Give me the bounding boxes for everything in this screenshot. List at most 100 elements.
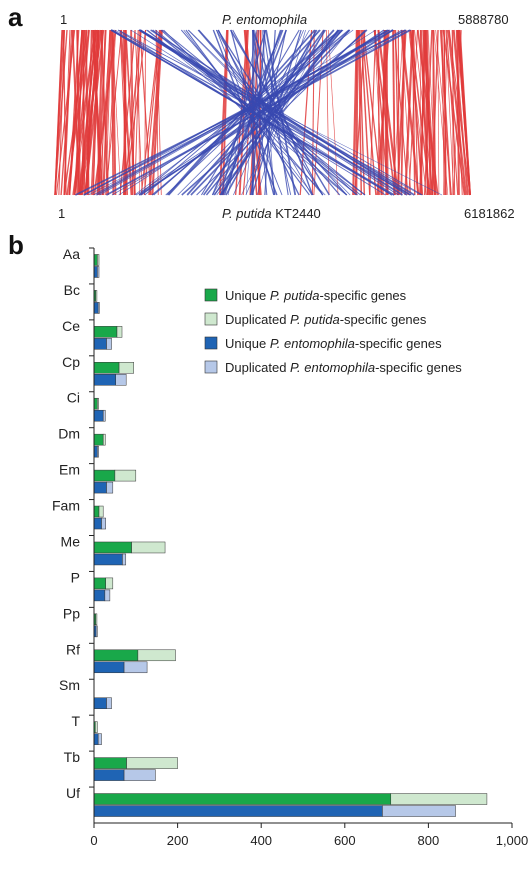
synteny-link-forward	[456, 29, 460, 196]
bar-duplicated-entomophila	[106, 338, 112, 350]
synteny-plot	[54, 29, 471, 196]
bar-unique-putida	[93, 254, 98, 266]
synteny-link-forward	[76, 29, 78, 196]
synteny-link-forward	[106, 29, 117, 196]
synteny-link-forward	[102, 29, 112, 196]
bar-unique-entomophila	[93, 697, 107, 709]
bottom-genome-start: 1	[58, 206, 66, 221]
synteny-link-forward	[443, 29, 447, 196]
bar-duplicated-entomophila	[97, 733, 102, 745]
synteny-link-forward	[459, 29, 471, 196]
synteny-link-inverted	[225, 29, 318, 196]
bar-unique-putida	[93, 757, 127, 769]
bar-duplicated-putida	[116, 326, 123, 338]
bar-duplicated-putida	[390, 793, 488, 805]
bar-duplicated-putida	[102, 433, 106, 446]
legend-entry: Duplicated P. putida-specific genes	[225, 312, 427, 327]
synteny-link-forward	[400, 29, 412, 196]
category-label: Cp	[62, 354, 80, 370]
bar-duplicated-entomophila	[115, 374, 127, 386]
synteny-link-forward	[138, 29, 140, 196]
bar-unique-putida	[93, 649, 139, 662]
bottom-genome-species: P. putida	[222, 206, 272, 221]
synteny-link-forward	[151, 29, 163, 196]
synteny-link-forward	[361, 29, 377, 196]
bar-duplicated-entomophila	[97, 266, 100, 278]
bar-duplicated-entomophila	[95, 625, 98, 638]
synteny-link-inverted	[138, 29, 394, 196]
top-genome-start: 1	[60, 12, 68, 27]
synteny-link-forward	[393, 29, 409, 196]
synteny-link-inverted	[188, 29, 357, 196]
synteny-link-inverted	[216, 29, 313, 196]
synteny-link-forward	[91, 29, 104, 196]
synteny-link-inverted	[96, 29, 389, 196]
synteny-link-forward	[380, 29, 386, 196]
bar-duplicated-entomophila	[106, 697, 112, 709]
category-label: Em	[59, 462, 80, 478]
bar-unique-putida	[93, 577, 106, 590]
category-label: Dm	[58, 426, 80, 442]
synteny-link-forward	[122, 29, 127, 196]
bar-duplicated-entomophila	[101, 517, 106, 530]
legend-swatch	[204, 336, 218, 350]
panel-b-letter: b	[8, 230, 24, 260]
x-tick-label: 400	[250, 833, 272, 848]
top-genome-end: 5888780	[458, 12, 509, 27]
synteny-link-forward	[373, 29, 396, 196]
synteny-link-forward	[124, 29, 147, 196]
synteny-link-forward	[445, 29, 455, 196]
synteny-link-forward	[86, 29, 93, 196]
synteny-link-inverted	[186, 29, 335, 196]
bar-duplicated-entomophila	[102, 409, 106, 422]
synteny-link-forward	[352, 29, 358, 196]
bar-duplicated-entomophila	[122, 553, 127, 566]
legend-entry: Unique P. putida-specific genes	[225, 288, 407, 303]
synteny-link-forward	[411, 29, 416, 196]
bar-duplicated-entomophila	[382, 805, 456, 817]
synteny-link-inverted	[201, 29, 300, 196]
synteny-link-forward	[446, 29, 459, 196]
bar-unique-entomophila	[93, 481, 107, 494]
x-tick-label: 1,000	[496, 833, 529, 848]
synteny-link-forward	[383, 29, 388, 196]
bar-duplicated-putida	[137, 649, 176, 662]
synteny-link-forward	[397, 29, 400, 196]
bar-unique-entomophila	[93, 374, 116, 386]
synteny-link-inverted	[83, 29, 407, 196]
synteny-link-forward	[219, 29, 228, 196]
synteny-link-inverted	[118, 29, 422, 196]
synteny-link-forward	[354, 29, 366, 196]
synteny-link-forward	[54, 29, 63, 196]
legend-swatch	[204, 360, 218, 374]
bar-unique-entomophila	[93, 445, 98, 458]
synteny-link-forward	[77, 29, 83, 196]
bar-unique-putida	[93, 326, 118, 338]
x-tick-label: 200	[167, 833, 189, 848]
bar-duplicated-putida	[98, 505, 104, 518]
bar-unique-putida	[93, 433, 104, 446]
bar-duplicated-putida	[97, 254, 100, 266]
legend-entry: Duplicated P. entomophila-specific genes	[225, 360, 462, 375]
bar-duplicated-putida	[95, 721, 98, 733]
synteny-link-inverted	[232, 29, 323, 196]
synteny-link-forward	[130, 29, 134, 196]
synteny-link-forward	[432, 29, 437, 196]
category-label: Tb	[64, 749, 81, 765]
bar-unique-entomophila	[93, 266, 98, 278]
synteny-link-inverted	[257, 29, 306, 196]
synteny-link-inverted	[105, 29, 411, 196]
synteny-link-forward	[431, 29, 439, 196]
category-label: Ci	[67, 390, 80, 406]
bar-unique-entomophila	[93, 661, 125, 674]
bar-duplicated-putida	[126, 757, 178, 769]
bar-unique-entomophila	[93, 769, 125, 781]
synteny-link-inverted	[216, 29, 283, 196]
synteny-link-forward	[110, 29, 115, 196]
synteny-link-inverted	[187, 29, 351, 196]
bar-duplicated-entomophila	[106, 481, 114, 494]
category-label: Ce	[62, 318, 80, 334]
bar-chart: Aa Bc Ce Cp Ci Dm Em Fam Me P Pp Rf Sm T Tb Uf 0 200 400 60…	[52, 246, 529, 848]
bottom-genome-name: P. putida KT2440	[222, 206, 321, 221]
bar-duplicated-entomophila	[123, 661, 148, 674]
